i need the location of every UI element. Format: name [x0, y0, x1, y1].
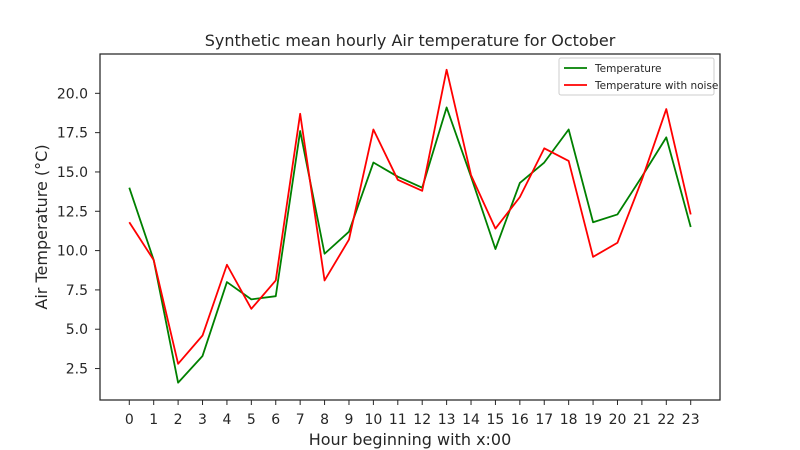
x-tick-label: 14: [462, 412, 480, 428]
plot-frame: [99, 53, 721, 401]
legend-label-temperature-with-noise: Temperature with noise: [594, 80, 718, 92]
y-tick-label: 20.0: [57, 86, 88, 102]
x-tick-label: 9: [345, 412, 354, 428]
x-tick-label: 20: [609, 412, 627, 428]
x-tick-label: 4: [222, 412, 231, 428]
x-tick-label: 6: [271, 412, 280, 428]
series-line-temperature-with-noise: [128, 68, 692, 365]
series-line-temperature: [128, 106, 692, 384]
plot-area: 0 1 2 3 4 5 6 7 8 9 10 11 12 13 14 15 16 17 18 19 20 21 22 23 2…: [57, 53, 721, 428]
x-tick-label: 2: [174, 412, 183, 428]
y-tick-label: 12.5: [57, 204, 88, 220]
x-tick-label: 8: [320, 412, 329, 428]
x-tick-label: 18: [560, 412, 578, 428]
x-tick-label: 7: [296, 412, 305, 428]
y-tick-label: 7.5: [66, 283, 88, 299]
x-tick-label: 11: [389, 412, 407, 428]
x-tick-label: 19: [584, 412, 602, 428]
x-tick-label: 21: [633, 412, 651, 428]
x-tick-label: 10: [364, 412, 382, 428]
y-tick-label: 2.5: [66, 362, 88, 378]
x-tick-label: 16: [511, 412, 529, 428]
x-tick-label: 3: [198, 412, 207, 428]
y-axis-title: Air Temperature (°C): [32, 144, 51, 309]
x-tick-label: 13: [438, 412, 456, 428]
x-tick-label: 15: [487, 412, 505, 428]
legend-box: [558, 57, 715, 96]
legend: Temperature Temperature with noise: [558, 57, 718, 96]
x-tick-label: 17: [535, 412, 553, 428]
chart-title: Synthetic mean hourly Air temperature fo…: [205, 31, 616, 50]
x-tick-label: 23: [682, 412, 700, 428]
series-lines: [128, 68, 692, 384]
y-tick-label: 5.0: [66, 322, 88, 338]
y-tick-label: 17.5: [57, 126, 88, 142]
y-tick-label: 15.0: [57, 165, 88, 181]
y-axis: 2.5 5.0 7.5 10.0 12.5 15.0 17.5 20.0: [57, 86, 100, 378]
x-tick-label: 5: [247, 412, 256, 428]
x-tick-label: 0: [125, 412, 134, 428]
x-axis-title: Hour beginning with x:00: [309, 430, 512, 449]
x-tick-label: 12: [413, 412, 431, 428]
x-axis: 0 1 2 3 4 5 6 7 8 9 10 11 12 13 14 15 16 17 18 19 20 21 22 23: [125, 400, 700, 428]
legend-label-temperature: Temperature: [594, 63, 662, 75]
x-tick-label: 1: [149, 412, 158, 428]
y-tick-label: 10.0: [57, 244, 88, 260]
x-tick-label: 22: [657, 412, 675, 428]
